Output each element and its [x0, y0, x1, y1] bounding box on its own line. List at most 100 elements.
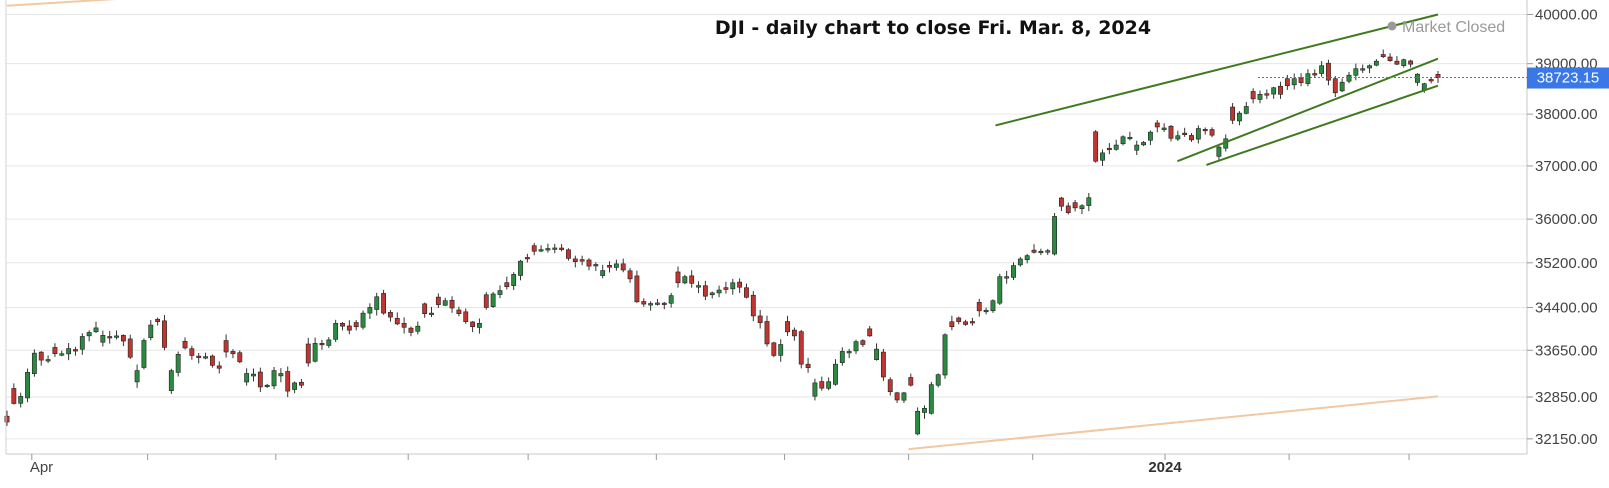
candle-body [1134, 144, 1140, 151]
candle-body [928, 384, 934, 414]
candle-body [511, 274, 517, 286]
candle-body [997, 276, 1003, 304]
candle [1373, 59, 1379, 67]
candle-body [100, 335, 106, 343]
channel-lines [995, 13, 1439, 166]
candle [1326, 59, 1331, 86]
candle [839, 347, 845, 366]
candle-body [634, 275, 640, 303]
candle-body [1346, 74, 1352, 82]
candle-body [976, 301, 982, 312]
candle-body [744, 287, 749, 298]
candle [572, 255, 578, 268]
candle-body [1011, 265, 1016, 278]
candle-body [127, 338, 133, 358]
candle [935, 373, 941, 388]
candle [750, 291, 756, 322]
candle-body [483, 294, 489, 308]
candle [1017, 256, 1023, 267]
candle-body [1408, 60, 1414, 65]
candle-body [1278, 85, 1283, 95]
candle-body [566, 249, 571, 259]
chart-title: DJI - daily chart to close Fri. Mar. 8, … [715, 17, 1151, 39]
candle-body [812, 382, 818, 397]
candle-body [490, 293, 496, 307]
candle [675, 266, 681, 288]
candle [661, 302, 667, 310]
candle [422, 302, 428, 318]
candle-body [901, 392, 907, 401]
candle [511, 272, 517, 291]
candle-body [504, 282, 510, 287]
candle [846, 348, 852, 359]
candle-body [1058, 197, 1064, 207]
candle [360, 310, 366, 330]
candle [737, 278, 743, 293]
candle-body [764, 321, 770, 345]
candle-body [689, 275, 695, 284]
candle [1154, 120, 1160, 133]
candle-body [990, 300, 996, 312]
candle-body [162, 320, 167, 348]
candle-body [538, 249, 544, 252]
y-tick-label: 38000.00 [1535, 106, 1598, 123]
candle [1079, 204, 1085, 215]
candle [189, 345, 195, 360]
candle [1161, 123, 1167, 132]
candle-body [1298, 77, 1304, 84]
candle-body [1175, 135, 1181, 140]
candle-body [1127, 136, 1133, 140]
candle [25, 368, 30, 403]
y-tick-label: 36000.00 [1535, 211, 1598, 228]
candle-body [1086, 197, 1092, 206]
candle-body [682, 276, 688, 284]
candle [203, 352, 208, 360]
candle [442, 297, 448, 307]
candle [31, 349, 37, 377]
candle-body [66, 348, 72, 355]
candle [285, 366, 291, 398]
candle [134, 364, 140, 388]
candle-body [778, 344, 784, 356]
candle [641, 298, 647, 307]
candle [874, 343, 879, 361]
status-dot-icon [1387, 21, 1397, 31]
candle [1257, 90, 1263, 104]
candle [1175, 130, 1181, 141]
candle-body [456, 309, 462, 314]
candle [1202, 127, 1208, 135]
candle-body [613, 263, 619, 268]
candle-body [805, 363, 811, 368]
candle [1401, 58, 1407, 68]
market-status-label: Market Closed [1402, 19, 1505, 36]
candle-body [59, 353, 65, 356]
candle [251, 368, 256, 382]
candle [1106, 143, 1112, 155]
candle-body [155, 318, 161, 322]
candle [1045, 248, 1051, 255]
candle [278, 368, 284, 383]
candle-body [244, 373, 250, 383]
candle [1120, 135, 1126, 146]
candle [100, 330, 106, 347]
candle [531, 242, 537, 256]
candle [168, 368, 174, 394]
candle [1319, 61, 1325, 77]
candle [1024, 253, 1030, 264]
candle [976, 298, 982, 317]
candle-body [785, 321, 790, 333]
candle [613, 259, 619, 271]
candle [963, 319, 968, 326]
candle-body [1161, 127, 1167, 130]
candle-body [449, 299, 455, 309]
candle-body [45, 359, 51, 362]
candle [928, 381, 934, 415]
candle [990, 299, 996, 313]
candle [983, 307, 989, 315]
candle [271, 366, 277, 390]
candle-body [1401, 59, 1407, 66]
candle [1278, 81, 1283, 99]
candle [1134, 140, 1140, 155]
grid [6, 14, 1527, 440]
candle [312, 337, 318, 363]
